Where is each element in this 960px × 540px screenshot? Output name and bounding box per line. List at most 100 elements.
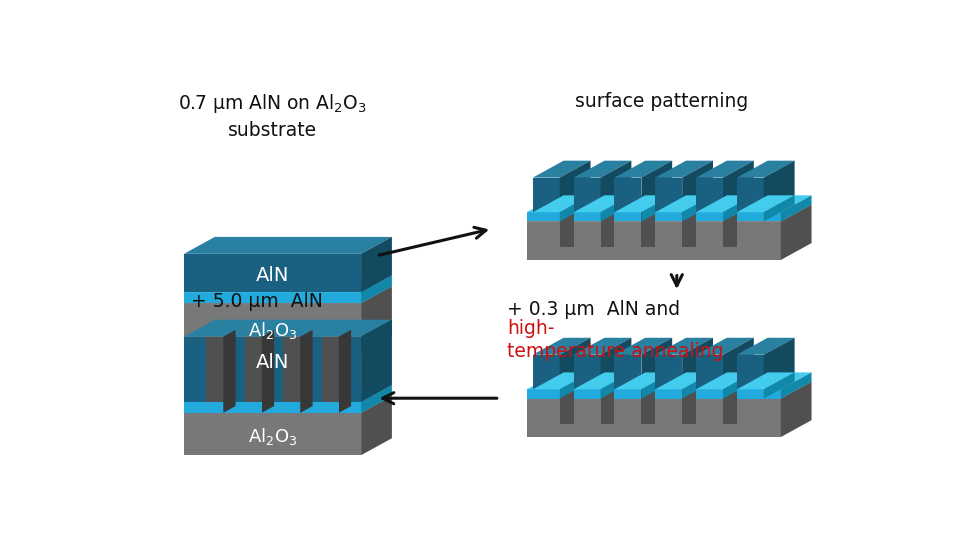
Polygon shape	[656, 355, 683, 389]
Polygon shape	[339, 330, 351, 413]
Polygon shape	[184, 320, 392, 336]
Polygon shape	[780, 205, 811, 260]
Polygon shape	[601, 195, 632, 221]
Text: + 0.3 μm  AlN and: + 0.3 μm AlN and	[508, 300, 686, 319]
Polygon shape	[224, 330, 235, 413]
Polygon shape	[361, 275, 392, 303]
Polygon shape	[574, 338, 632, 355]
Polygon shape	[574, 195, 632, 212]
Polygon shape	[614, 373, 672, 389]
Polygon shape	[601, 161, 632, 212]
Polygon shape	[533, 373, 590, 389]
Polygon shape	[601, 338, 632, 389]
Polygon shape	[696, 161, 754, 178]
Polygon shape	[656, 338, 713, 355]
Polygon shape	[641, 195, 672, 221]
Polygon shape	[574, 389, 601, 399]
Polygon shape	[656, 389, 683, 399]
Polygon shape	[322, 402, 339, 413]
Polygon shape	[656, 373, 713, 389]
Polygon shape	[262, 330, 275, 413]
Polygon shape	[527, 195, 811, 212]
Polygon shape	[184, 303, 361, 353]
Polygon shape	[641, 212, 656, 247]
Polygon shape	[361, 396, 392, 455]
Text: Al$_2$O$_3$: Al$_2$O$_3$	[248, 426, 298, 447]
Polygon shape	[656, 212, 683, 221]
Polygon shape	[361, 286, 392, 353]
Polygon shape	[683, 195, 713, 221]
Polygon shape	[683, 212, 696, 247]
Polygon shape	[245, 402, 262, 413]
Polygon shape	[764, 373, 795, 399]
Polygon shape	[764, 195, 795, 221]
Polygon shape	[737, 195, 795, 212]
Polygon shape	[764, 338, 795, 389]
Polygon shape	[527, 373, 811, 389]
Text: surface patterning: surface patterning	[575, 92, 748, 111]
Polygon shape	[184, 292, 361, 303]
Polygon shape	[361, 237, 392, 292]
Polygon shape	[322, 336, 339, 413]
Polygon shape	[614, 161, 672, 178]
Polygon shape	[560, 373, 590, 399]
Polygon shape	[527, 212, 780, 221]
Polygon shape	[574, 178, 601, 212]
Polygon shape	[574, 355, 601, 389]
Polygon shape	[283, 402, 300, 413]
Text: Al$_2$O$_3$: Al$_2$O$_3$	[248, 320, 298, 341]
Polygon shape	[683, 338, 713, 389]
Polygon shape	[560, 338, 590, 389]
Polygon shape	[656, 161, 713, 178]
Polygon shape	[601, 373, 632, 399]
Polygon shape	[614, 389, 641, 399]
Polygon shape	[780, 382, 811, 437]
Polygon shape	[283, 336, 300, 413]
Polygon shape	[683, 161, 713, 212]
Polygon shape	[601, 389, 614, 424]
Polygon shape	[184, 275, 392, 292]
Polygon shape	[560, 161, 590, 212]
Polygon shape	[696, 212, 723, 221]
Polygon shape	[737, 178, 764, 212]
Text: AlN: AlN	[256, 353, 289, 372]
Polygon shape	[574, 161, 632, 178]
Polygon shape	[764, 161, 795, 212]
Text: high-
temperature annealing: high- temperature annealing	[508, 319, 724, 361]
Polygon shape	[614, 195, 672, 212]
Text: + 5.0 μm  AlN: + 5.0 μm AlN	[191, 292, 324, 311]
Polygon shape	[533, 338, 590, 355]
Polygon shape	[184, 286, 392, 303]
Polygon shape	[601, 212, 614, 247]
Polygon shape	[641, 338, 672, 389]
Polygon shape	[723, 195, 754, 221]
Polygon shape	[574, 373, 632, 389]
Polygon shape	[696, 178, 723, 212]
Polygon shape	[723, 389, 737, 424]
Polygon shape	[737, 212, 764, 221]
Text: AlN: AlN	[256, 266, 289, 285]
Polygon shape	[206, 402, 224, 413]
Polygon shape	[184, 402, 361, 413]
Polygon shape	[737, 373, 795, 389]
Polygon shape	[533, 212, 560, 221]
Polygon shape	[737, 161, 795, 178]
Polygon shape	[723, 373, 754, 399]
Polygon shape	[184, 413, 361, 455]
Polygon shape	[560, 195, 590, 221]
Polygon shape	[723, 212, 737, 247]
Polygon shape	[245, 336, 262, 413]
Polygon shape	[533, 195, 590, 212]
Text: 0.7 μm AlN on Al$_2$O$_3$
substrate: 0.7 μm AlN on Al$_2$O$_3$ substrate	[178, 92, 367, 140]
Polygon shape	[560, 389, 574, 424]
Polygon shape	[780, 373, 811, 399]
Polygon shape	[361, 385, 392, 413]
Polygon shape	[527, 205, 811, 221]
Polygon shape	[696, 373, 754, 389]
Polygon shape	[737, 338, 795, 355]
Polygon shape	[560, 212, 574, 247]
Polygon shape	[641, 389, 656, 424]
Polygon shape	[206, 336, 224, 413]
Polygon shape	[361, 320, 392, 402]
Polygon shape	[737, 389, 764, 399]
